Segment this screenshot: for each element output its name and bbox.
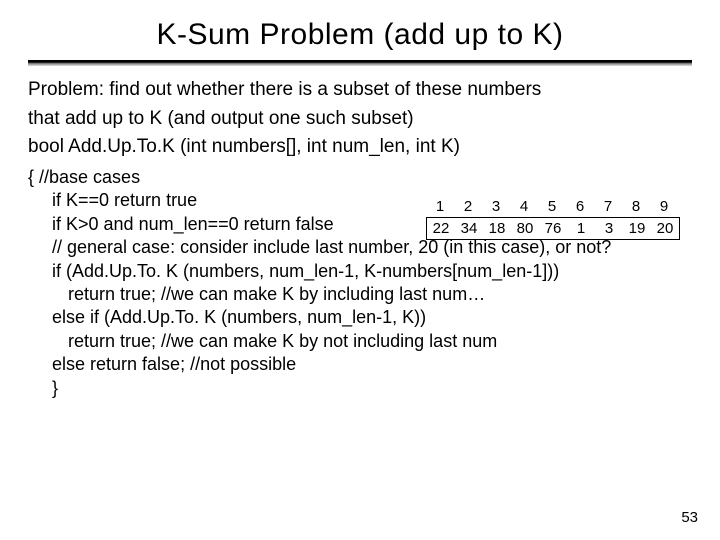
value-cell: 34 <box>455 218 483 239</box>
slide-title: K-Sum Problem (add up to K) <box>28 18 692 52</box>
value-row: 22 34 18 80 76 1 3 19 20 <box>426 217 680 240</box>
code-line: } <box>28 377 692 400</box>
numbers-table: 1 2 3 4 5 6 7 8 9 22 34 18 80 76 1 3 19 … <box>426 198 680 240</box>
index-cell: 6 <box>566 198 594 217</box>
value-cell: 20 <box>651 218 679 239</box>
code-line: if (Add.Up.To. K (numbers, num_len-1, K-… <box>28 260 692 283</box>
value-cell: 76 <box>539 218 567 239</box>
page-number: 53 <box>681 509 698 526</box>
index-cell: 3 <box>482 198 510 217</box>
title-divider <box>28 60 692 66</box>
index-row: 1 2 3 4 5 6 7 8 9 <box>426 198 680 217</box>
index-cell: 1 <box>426 198 454 217</box>
index-cell: 4 <box>510 198 538 217</box>
value-cell: 80 <box>511 218 539 239</box>
index-cell: 5 <box>538 198 566 217</box>
function-signature: bool Add.Up.To.K (int numbers[], int num… <box>28 135 692 160</box>
value-cell: 3 <box>595 218 623 239</box>
index-cell: 9 <box>650 198 678 217</box>
code-line: return true; //we can make K by not incl… <box>28 330 692 353</box>
code-line: { //base cases <box>28 166 692 189</box>
slide-container: K-Sum Problem (add up to K) Problem: fin… <box>0 0 720 540</box>
code-line: return true; //we can make K by includin… <box>28 283 692 306</box>
value-cell: 22 <box>427 218 455 239</box>
index-cell: 8 <box>622 198 650 217</box>
problem-line-1: Problem: find out whether there is a sub… <box>28 78 692 103</box>
problem-line-2: that add up to K (and output one such su… <box>28 107 692 132</box>
value-cell: 19 <box>623 218 651 239</box>
index-cell: 2 <box>454 198 482 217</box>
code-line: else if (Add.Up.To. K (numbers, num_len-… <box>28 306 692 329</box>
value-cell: 18 <box>483 218 511 239</box>
code-line: else return false; //not possible <box>28 353 692 376</box>
index-cell: 7 <box>594 198 622 217</box>
value-cell: 1 <box>567 218 595 239</box>
